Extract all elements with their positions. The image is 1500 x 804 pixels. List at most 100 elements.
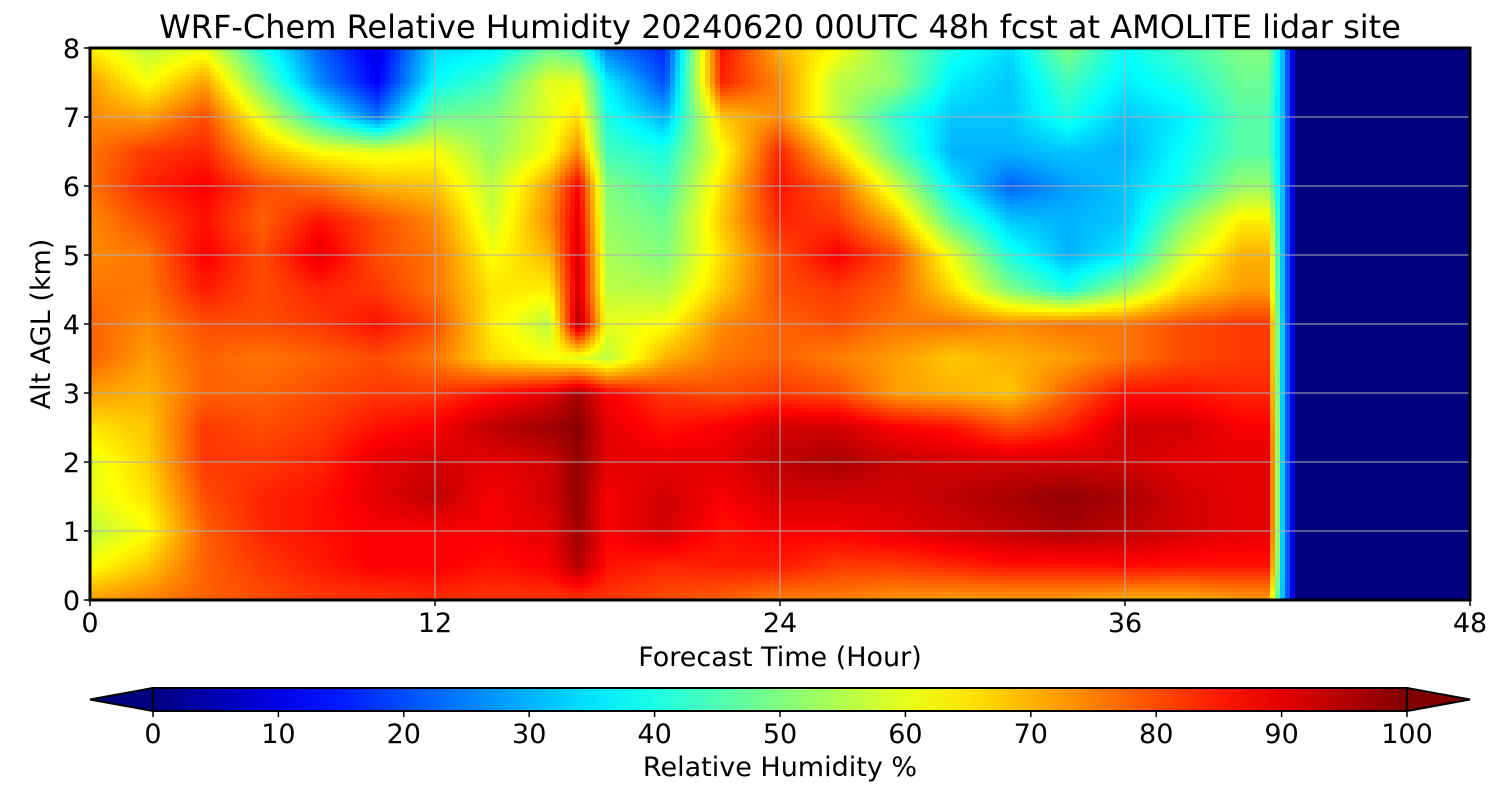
- heatmap-cell: [385, 100, 391, 105]
- heatmap-cell: [390, 76, 396, 81]
- heatmap-cell: [730, 76, 736, 81]
- heatmap-cell: [1075, 116, 1081, 121]
- heatmap-cell: [1065, 100, 1071, 105]
- heatmap-cell: [1000, 76, 1006, 81]
- heatmap-cell: [890, 104, 896, 109]
- heatmap-cell: [1100, 48, 1106, 53]
- heatmap-cell: [700, 60, 706, 65]
- heatmap-cell: [710, 76, 716, 81]
- heatmap-cell: [790, 84, 796, 89]
- heatmap-cell: [415, 68, 421, 73]
- heatmap-cell: [375, 116, 381, 121]
- heatmap-cell: [1060, 92, 1066, 97]
- heatmap-cell: [1355, 64, 1361, 69]
- heatmap-cell: [1400, 104, 1406, 109]
- heatmap-cell: [880, 84, 886, 89]
- heatmap-cell: [1220, 68, 1226, 73]
- heatmap-cell: [180, 120, 186, 125]
- heatmap-cell: [415, 52, 421, 57]
- heatmap-cell: [1430, 64, 1436, 69]
- heatmap-cell: [1090, 60, 1096, 65]
- heatmap-cell: [530, 76, 536, 81]
- heatmap-cell: [1055, 112, 1061, 117]
- heatmap-cell: [885, 60, 891, 65]
- heatmap-cell: [560, 100, 566, 105]
- heatmap-cell: [1090, 56, 1096, 61]
- heatmap-cell: [905, 64, 911, 69]
- heatmap-cell: [805, 116, 811, 121]
- heatmap-cell: [1250, 80, 1256, 85]
- heatmap-cell: [1225, 88, 1231, 93]
- heatmap-cell: [1030, 84, 1036, 89]
- heatmap-cell: [655, 96, 661, 101]
- heatmap-cell: [570, 60, 576, 65]
- heatmap-cell: [245, 48, 251, 53]
- heatmap-cell: [1245, 108, 1251, 113]
- heatmap-cell: [1065, 96, 1071, 101]
- heatmap-cell: [235, 112, 241, 117]
- heatmap-cell: [1005, 56, 1011, 61]
- heatmap-cell: [1435, 96, 1441, 101]
- heatmap-cell: [705, 92, 711, 97]
- heatmap-cell: [1410, 92, 1416, 97]
- heatmap-cell: [1025, 92, 1031, 97]
- heatmap-cell: [1205, 88, 1211, 93]
- heatmap-cell: [365, 52, 371, 57]
- heatmap-cell: [405, 72, 411, 77]
- heatmap-cell: [320, 80, 326, 85]
- heatmap-cell: [345, 96, 351, 101]
- heatmap-cell: [1185, 72, 1191, 77]
- heatmap-cell: [200, 60, 206, 65]
- heatmap-cell: [830, 80, 836, 85]
- heatmap-cell: [915, 60, 921, 65]
- heatmap-cell: [500, 76, 506, 81]
- heatmap-cell: [370, 56, 376, 61]
- heatmap-cell: [630, 88, 636, 93]
- heatmap-cell: [365, 72, 371, 77]
- heatmap-cell: [920, 52, 926, 57]
- heatmap-cell: [1160, 56, 1166, 61]
- heatmap-cell: [960, 52, 966, 57]
- heatmap-cell: [460, 76, 466, 81]
- heatmap-cell: [695, 56, 701, 61]
- heatmap-cell: [355, 52, 361, 57]
- heatmap-cell: [265, 56, 271, 61]
- heatmap-cell: [1000, 96, 1006, 101]
- heatmap-cell: [720, 60, 726, 65]
- heatmap-cell: [555, 92, 561, 97]
- heatmap-cell: [240, 116, 246, 121]
- heatmap-cell: [1000, 104, 1006, 109]
- heatmap-cell: [660, 64, 666, 69]
- heatmap-cell: [595, 60, 601, 65]
- heatmap-cell: [150, 116, 156, 121]
- heatmap-cell: [605, 92, 611, 97]
- heatmap-cell: [1020, 60, 1026, 65]
- heatmap-cell: [95, 116, 101, 121]
- heatmap-cell: [1320, 84, 1326, 89]
- heatmap-cell: [680, 68, 686, 73]
- heatmap-cell: [295, 100, 301, 105]
- heatmap-cell: [215, 112, 221, 117]
- heatmap-cell: [395, 104, 401, 109]
- heatmap-cell: [595, 88, 601, 93]
- heatmap-cell: [630, 92, 636, 97]
- heatmap-cell: [795, 64, 801, 69]
- heatmap-cell: [955, 80, 961, 85]
- heatmap-cell: [870, 100, 876, 105]
- heatmap-cell: [900, 100, 906, 105]
- heatmap-cell: [515, 84, 521, 89]
- heatmap-cell: [445, 80, 451, 85]
- heatmap-cell: [1450, 100, 1456, 105]
- heatmap-cell: [880, 80, 886, 85]
- heatmap-cell: [255, 72, 261, 77]
- heatmap-cell: [165, 112, 171, 117]
- heatmap-cell: [595, 108, 601, 113]
- heatmap-cell: [335, 56, 341, 61]
- heatmap-cell: [1115, 84, 1121, 89]
- heatmap-cell: [525, 116, 531, 121]
- heatmap-cell: [495, 104, 501, 109]
- heatmap-cell: [585, 108, 591, 113]
- heatmap-cell: [370, 64, 376, 69]
- heatmap-cell: [1180, 92, 1186, 97]
